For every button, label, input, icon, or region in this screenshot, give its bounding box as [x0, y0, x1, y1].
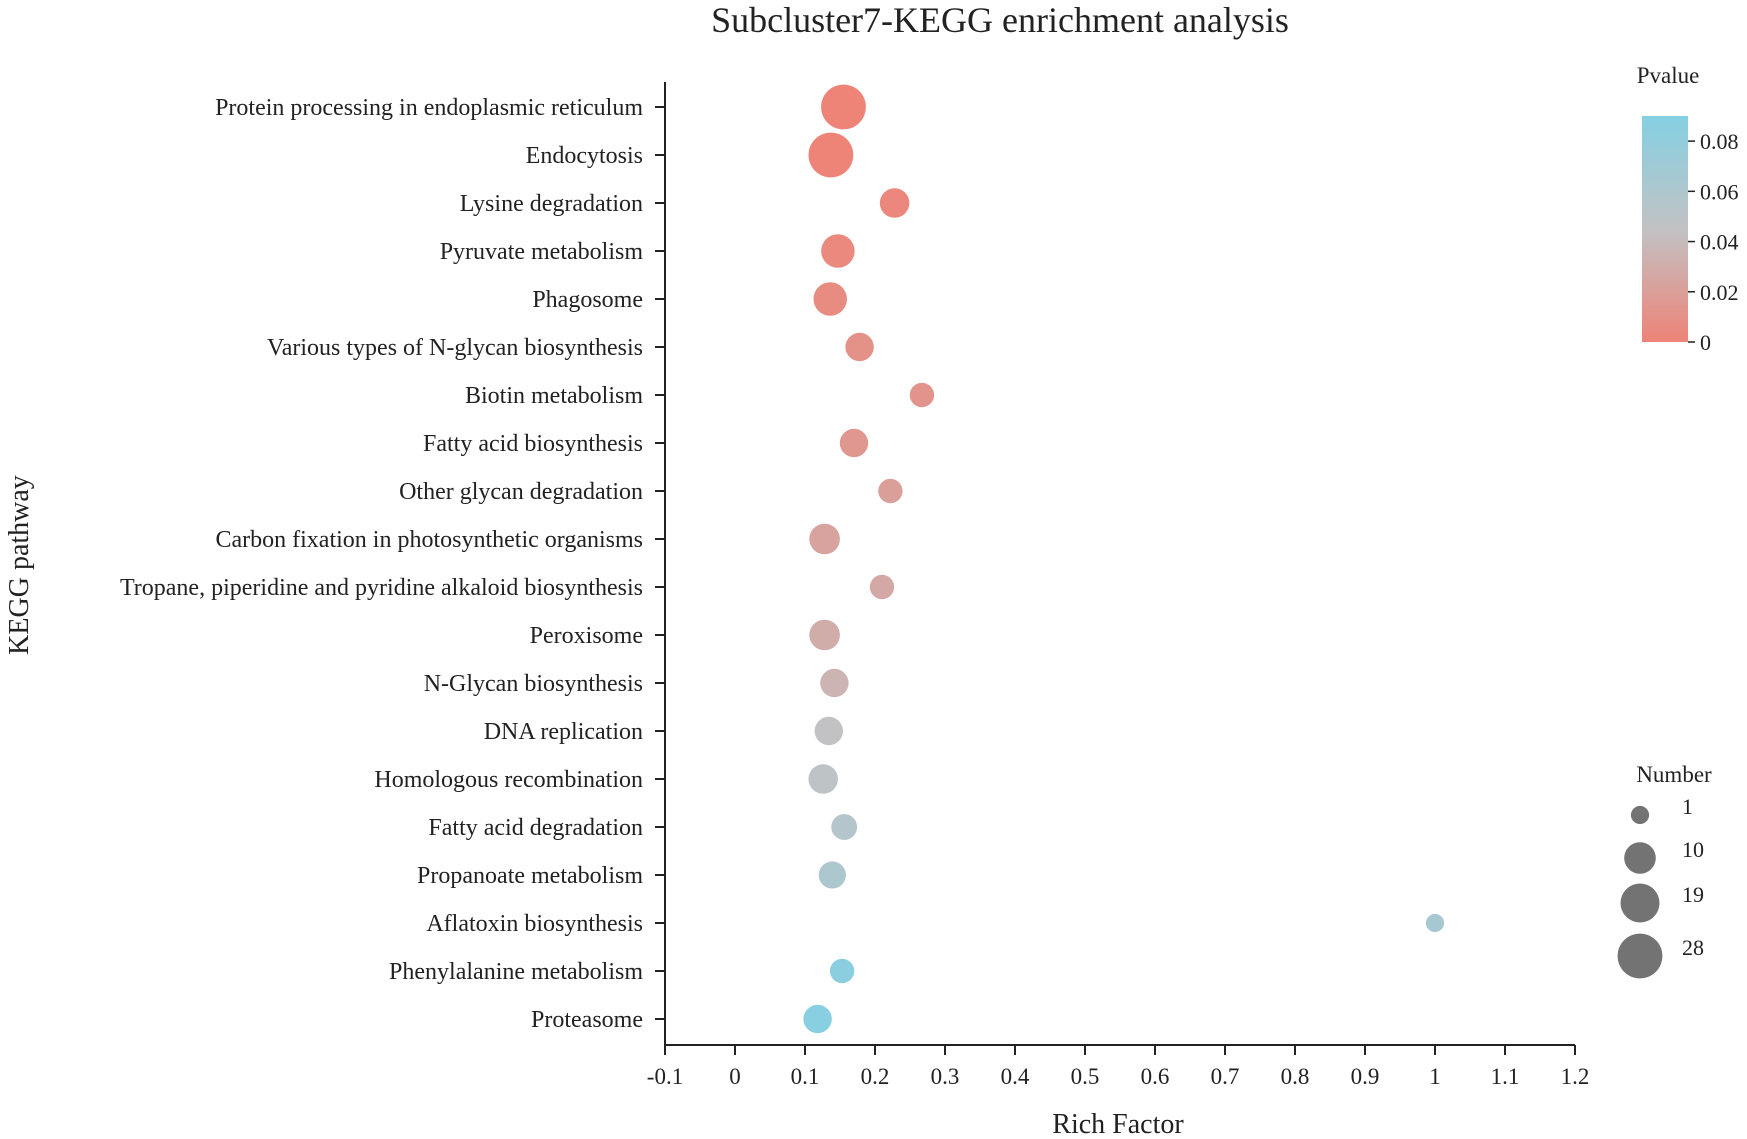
data-point	[818, 861, 846, 889]
y-tick-label: Phenylalanine metabolism	[389, 959, 643, 985]
pvalue-legend-title: Pvalue	[1637, 63, 1700, 88]
x-axis-title: Rich Factor	[1052, 1109, 1184, 1139]
data-point	[808, 764, 838, 794]
x-tick-label: 0.1	[791, 1064, 820, 1089]
data-point	[845, 332, 874, 362]
number-legend-title: Number	[1636, 762, 1712, 787]
size-legend-label: 1	[1682, 794, 1693, 819]
data-point	[809, 523, 840, 555]
data-point	[878, 478, 903, 504]
data-points	[803, 84, 1445, 1034]
data-point	[808, 132, 854, 178]
colorbar-tick-label: 0.02	[1700, 280, 1739, 305]
y-tick-label: N-Glycan biosynthesis	[424, 671, 643, 697]
x-tick-label: 0.7	[1211, 1064, 1240, 1089]
x-tick-label: 0.2	[861, 1064, 890, 1089]
data-point	[820, 668, 849, 698]
data-point	[879, 188, 910, 218]
y-tick-label: Proteasome	[531, 1007, 643, 1033]
y-axis-title: KEGG pathway	[4, 475, 35, 655]
size-legend-circle	[1617, 933, 1663, 979]
colorbar-tick-label: 0	[1700, 330, 1711, 355]
x-axis: -0.1 0 0.1 0.2 0.3 0.4 0.5 0.6 0.7 0.8 0.9 1 1.1 1.2	[647, 1044, 1590, 1089]
data-point	[831, 814, 858, 840]
data-point	[839, 428, 869, 458]
x-tick-label: -0.1	[647, 1064, 683, 1089]
y-tick-label: Other glycan degradation	[399, 479, 643, 505]
y-tick-label: Lysine degradation	[460, 191, 643, 217]
x-tick-label: 0.5	[1071, 1064, 1100, 1089]
colorbar-tick-label: 0.06	[1700, 179, 1739, 204]
pvalue-color-legend: Pvalue 0.08 0.06 0.04 0.02 0	[1637, 63, 1739, 355]
data-point	[869, 574, 895, 600]
data-point	[814, 716, 844, 746]
y-tick-label: DNA replication	[484, 719, 643, 745]
y-tick-label: Protein processing in endoplasmic reticu…	[215, 95, 643, 121]
size-legend-circle	[1624, 842, 1656, 874]
x-tick-label: 0.9	[1351, 1064, 1380, 1089]
y-tick-label: Fatty acid biosynthesis	[423, 431, 643, 457]
size-legend-label: 10	[1682, 837, 1704, 862]
x-tick-label: 0.4	[1001, 1064, 1030, 1089]
size-legend-circle	[1620, 883, 1660, 923]
x-tick-label: 0	[729, 1064, 741, 1089]
y-axis: Protein processing in endoplasmic reticu…	[120, 82, 666, 1045]
colorbar-tick-label: 0.04	[1700, 230, 1739, 255]
chart-title: Subcluster7-KEGG enrichment analysis	[711, 0, 1289, 40]
x-tick-label: 1	[1429, 1064, 1441, 1089]
data-point	[909, 382, 935, 408]
x-tick-label: 0.8	[1281, 1064, 1310, 1089]
number-size-legend: Number 1 10 19 28	[1617, 762, 1712, 979]
y-tick-label: Homologous recombination	[374, 767, 643, 793]
data-point	[809, 619, 840, 651]
y-tick-label: Biotin metabolism	[465, 383, 643, 409]
data-point	[821, 234, 855, 268]
y-tick-label: Pyruvate metabolism	[440, 239, 644, 265]
y-tick-label: Peroxisome	[530, 623, 643, 649]
size-legend-label: 28	[1682, 935, 1704, 960]
data-point	[821, 84, 866, 130]
y-tick-label: Aflatoxin biosynthesis	[426, 911, 643, 937]
data-point	[1425, 913, 1445, 933]
y-tick-label: Various types of N-glycan biosynthesis	[267, 335, 643, 361]
x-tick-label: 0.3	[931, 1064, 960, 1089]
pvalue-colorbar	[1642, 116, 1688, 342]
data-point	[829, 958, 855, 984]
y-tick-label: Tropane, piperidine and pyridine alkaloi…	[120, 575, 643, 601]
x-tick-label: 1.1	[1491, 1064, 1520, 1089]
x-tick-label: 0.6	[1141, 1064, 1170, 1089]
y-tick-label: Endocytosis	[526, 143, 643, 169]
y-tick-label: Fatty acid degradation	[428, 815, 643, 841]
x-tick-label: 1.2	[1561, 1064, 1590, 1089]
data-point	[813, 282, 847, 316]
y-tick-label: Carbon fixation in photosynthetic organi…	[215, 527, 643, 553]
colorbar-tick-label: 0.08	[1700, 129, 1739, 154]
y-tick-label: Phagosome	[532, 287, 643, 313]
size-legend-label: 19	[1682, 882, 1704, 907]
data-point	[803, 1004, 832, 1034]
size-legend-circle	[1630, 805, 1650, 825]
y-tick-label: Propanoate metabolism	[417, 863, 643, 889]
